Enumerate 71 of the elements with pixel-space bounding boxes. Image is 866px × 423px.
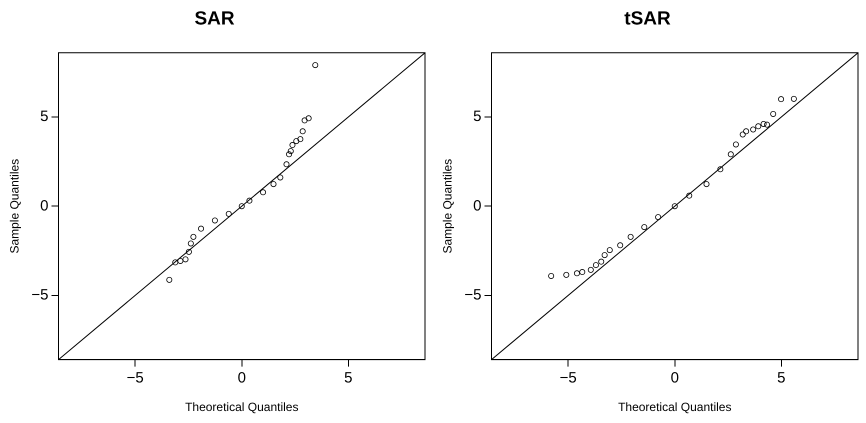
point	[588, 266, 594, 273]
y-tick-label: 5	[473, 108, 482, 126]
y-tick-label: 0	[40, 197, 48, 214]
point	[270, 181, 276, 188]
point	[297, 136, 304, 142]
point	[312, 62, 318, 68]
point	[686, 192, 692, 199]
y-tick-label: 5	[40, 108, 48, 126]
x-tick-label: 0	[238, 370, 246, 387]
point	[770, 110, 776, 117]
x-tick-label: −5	[560, 370, 577, 387]
point	[778, 96, 784, 102]
point	[655, 214, 662, 220]
point	[790, 96, 797, 102]
point	[592, 262, 599, 268]
point	[284, 161, 290, 168]
x-tick-label: 5	[344, 370, 352, 387]
point	[672, 203, 678, 210]
point	[598, 258, 604, 265]
point	[306, 115, 312, 122]
point	[212, 217, 218, 224]
point	[579, 269, 586, 276]
point	[198, 226, 204, 232]
point	[728, 151, 734, 158]
point	[166, 276, 172, 283]
point	[188, 240, 194, 246]
point	[628, 234, 634, 240]
point	[548, 272, 554, 279]
point	[277, 174, 284, 180]
x-tick-label: 5	[777, 370, 786, 387]
point	[260, 189, 266, 196]
x-tick-label: 0	[670, 370, 679, 387]
x-axis-title: Theoretical Quantiles	[185, 400, 298, 414]
point	[641, 224, 648, 230]
point	[300, 128, 306, 134]
point	[293, 138, 300, 144]
point	[182, 256, 188, 262]
y-tick-label: −5	[464, 286, 482, 304]
point	[743, 128, 750, 134]
point	[172, 259, 178, 266]
x-tick-label: −5	[126, 370, 144, 387]
chart-title: SAR	[194, 8, 235, 30]
x-axis-title: Theoretical Quantiles	[618, 400, 732, 414]
point	[750, 126, 756, 132]
point	[177, 258, 184, 264]
point	[617, 242, 624, 248]
y-tick-label: 0	[473, 197, 482, 214]
point	[190, 234, 196, 240]
point	[246, 198, 252, 204]
point	[602, 252, 608, 258]
point	[563, 272, 570, 278]
point	[760, 120, 767, 127]
point	[289, 142, 296, 148]
y-axis-title: Sample Quantiles	[8, 158, 22, 254]
point	[226, 210, 232, 217]
point	[238, 203, 245, 210]
y-tick-label: −5	[31, 286, 48, 304]
point	[764, 122, 770, 128]
point	[302, 117, 308, 124]
point	[288, 148, 294, 154]
point	[186, 248, 192, 255]
chart-title: tSAR	[624, 8, 671, 30]
point	[606, 247, 613, 254]
point	[740, 131, 746, 138]
point	[704, 181, 710, 188]
point	[717, 166, 724, 172]
point	[286, 151, 292, 158]
y-axis-title: Sample Quantiles	[440, 158, 455, 254]
point	[574, 270, 580, 276]
point	[732, 141, 739, 148]
point	[755, 123, 762, 130]
